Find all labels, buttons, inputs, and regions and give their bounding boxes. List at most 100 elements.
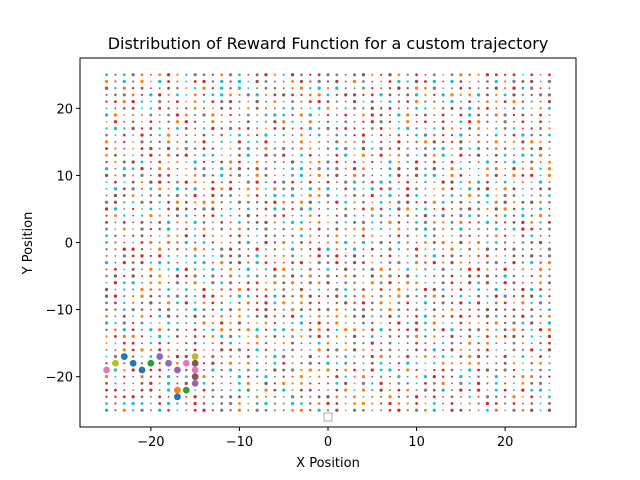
- grid-point: [468, 154, 471, 157]
- grid-point: [379, 388, 383, 392]
- grid-point: [388, 268, 392, 271]
- grid-point: [105, 328, 108, 331]
- grid-point: [167, 268, 170, 271]
- grid-point: [459, 187, 462, 190]
- grid-point: [326, 341, 330, 345]
- grid-point: [149, 281, 153, 285]
- grid-point: [140, 140, 144, 144]
- grid-point: [220, 341, 224, 345]
- grid-point: [361, 240, 366, 245]
- grid-point: [415, 355, 418, 358]
- grid-point: [344, 73, 347, 76]
- points-layer: [103, 73, 552, 412]
- grid-point: [335, 287, 339, 292]
- grid-point: [300, 362, 303, 365]
- grid-point: [379, 200, 383, 204]
- grid-point: [175, 294, 180, 298]
- grid-point: [185, 221, 188, 224]
- grid-point: [299, 86, 304, 90]
- grid-point: [521, 93, 525, 97]
- grid-point: [202, 207, 206, 211]
- grid-point: [131, 341, 135, 345]
- grid-point: [300, 281, 303, 284]
- grid-point: [477, 261, 480, 264]
- grid-point: [309, 160, 312, 164]
- grid-point: [246, 274, 250, 278]
- grid-point: [291, 348, 294, 352]
- grid-point: [512, 408, 516, 412]
- grid-point: [113, 193, 118, 198]
- grid-point: [450, 227, 454, 231]
- grid-point: [389, 389, 391, 391]
- grid-point: [184, 354, 188, 359]
- grid-point: [380, 248, 383, 251]
- grid-point: [255, 274, 259, 278]
- grid-point: [105, 255, 108, 257]
- grid-point: [247, 140, 250, 144]
- grid-point: [309, 348, 312, 351]
- grid-point: [406, 228, 409, 230]
- grid-point: [256, 322, 259, 324]
- grid-point: [246, 207, 250, 211]
- grid-point: [441, 93, 445, 97]
- grid-point: [530, 73, 534, 77]
- grid-point: [140, 86, 144, 90]
- grid-point: [441, 140, 445, 144]
- grid-point: [485, 281, 490, 285]
- grid-point: [459, 348, 463, 351]
- grid-point: [459, 200, 463, 204]
- grid-point: [539, 274, 542, 278]
- grid-point: [291, 335, 294, 338]
- grid-point: [530, 381, 534, 385]
- grid-point: [114, 301, 117, 305]
- grid-point: [503, 207, 507, 211]
- grid-point: [388, 321, 392, 325]
- grid-point: [326, 267, 330, 271]
- grid-point: [300, 342, 303, 345]
- grid-point: [202, 113, 206, 117]
- grid-point: [158, 154, 161, 157]
- grid-point: [353, 227, 356, 231]
- grid-point: [158, 93, 162, 97]
- grid-point: [300, 368, 303, 372]
- grid-point: [123, 201, 126, 204]
- grid-point: [309, 395, 312, 398]
- grid-point: [237, 200, 242, 204]
- grid-point: [104, 173, 109, 178]
- grid-point: [220, 173, 224, 178]
- grid-point: [255, 334, 259, 339]
- legend-box[interactable]: [323, 412, 333, 422]
- grid-point: [123, 382, 126, 385]
- grid-point: [149, 348, 153, 351]
- grid-point: [158, 368, 162, 372]
- grid-point: [432, 140, 436, 144]
- grid-point: [264, 408, 268, 412]
- grid-point: [495, 194, 498, 197]
- grid-point: [415, 181, 418, 184]
- grid-point: [548, 120, 551, 123]
- grid-point: [273, 214, 277, 218]
- grid-point: [503, 361, 507, 365]
- grid-point: [317, 247, 321, 251]
- grid-point: [477, 288, 480, 291]
- grid-point: [211, 140, 214, 143]
- grid-point: [512, 334, 516, 339]
- grid-point: [282, 348, 285, 351]
- grid-point: [256, 355, 259, 358]
- grid-point: [166, 314, 171, 318]
- grid-point: [450, 106, 454, 110]
- grid-point: [388, 328, 392, 332]
- grid-point: [539, 221, 542, 224]
- grid-point: [247, 167, 250, 170]
- grid-point: [220, 234, 223, 237]
- grid-point: [468, 382, 471, 385]
- grid-point: [202, 200, 206, 204]
- grid-point: [530, 268, 533, 271]
- grid-point: [158, 114, 161, 116]
- grid-point: [397, 368, 401, 372]
- grid-point: [104, 321, 109, 325]
- grid-point: [299, 79, 304, 84]
- grid-point: [140, 133, 144, 137]
- grid-point: [397, 214, 401, 217]
- grid-point: [353, 341, 356, 345]
